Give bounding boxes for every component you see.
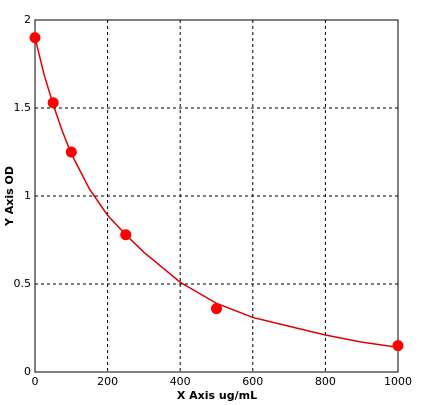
y-tick-label: 1 — [24, 189, 31, 202]
x-tick-label: 200 — [97, 375, 118, 388]
y-tick-label: 1.5 — [14, 101, 32, 114]
data-point — [120, 229, 132, 241]
fit-curve — [34, 37, 399, 349]
x-axis-label: X Axis ug/mL — [177, 389, 257, 402]
y-tick-label: 0.5 — [14, 277, 32, 290]
plot-border — [34, 19, 399, 373]
y-axis-label: Y Axis OD — [3, 166, 16, 227]
data-point — [47, 97, 59, 109]
data-point — [29, 32, 41, 44]
data-point — [392, 340, 404, 352]
y-tick-label: 2 — [24, 13, 31, 26]
x-tick-label: 600 — [242, 375, 263, 388]
x-tick-label: 800 — [315, 375, 336, 388]
data-point — [65, 146, 77, 158]
x-tick-label: 0 — [32, 375, 39, 388]
y-tick-label: 0 — [24, 365, 31, 378]
x-tick-label: 1000 — [384, 375, 412, 388]
data-point — [211, 303, 222, 315]
x-tick-label: 400 — [170, 375, 191, 388]
